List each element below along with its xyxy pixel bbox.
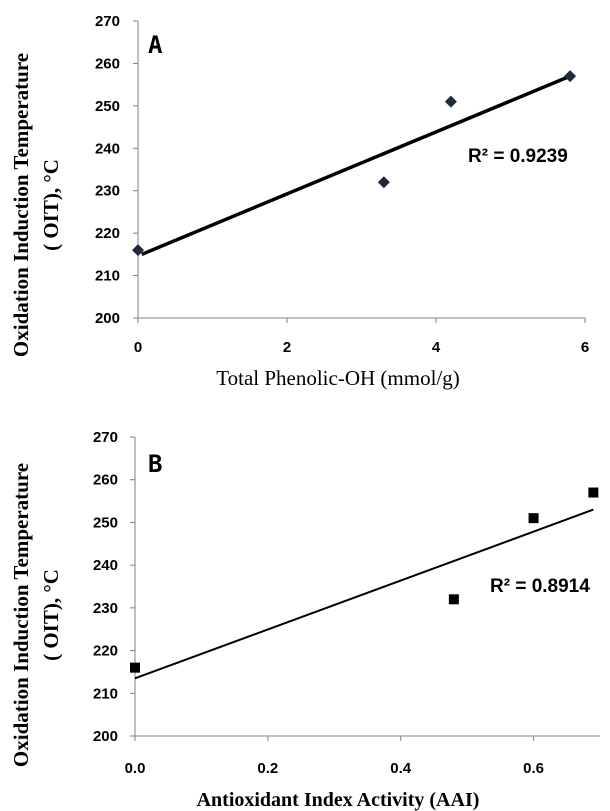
chart-b-x-ticks: 0.0 0.2 0.4 0.6	[125, 736, 544, 777]
chart-a-y-tick-label: 210	[95, 268, 120, 285]
chart-b-y-tick-label: 270	[93, 429, 118, 446]
chart-a-data-point	[132, 244, 144, 257]
chart-b-y-tick-label: 240	[93, 557, 118, 574]
chart-b-xlabel: Antioxidant Index Activity (AAI)	[197, 789, 480, 811]
chart-a-y-tick-label: 200	[95, 310, 120, 327]
chart-b-data-point	[588, 487, 599, 498]
chart-b-x-tick-label: 0.4	[390, 760, 412, 777]
chart-a-panel-label: A	[148, 31, 163, 59]
chart-b-y-tick-label: 230	[93, 600, 118, 617]
chart-b-y-tick-label: 220	[93, 643, 118, 660]
chart-b-y-tick-label: 250	[93, 514, 118, 531]
chart-a-y-tick-label: 250	[95, 98, 120, 115]
chart-b-y-tick-label: 260	[93, 472, 118, 489]
chart-b-y-tick-label: 210	[93, 685, 118, 702]
chart-a-y-tick-label: 230	[95, 183, 120, 200]
chart-b-x-tick-label: 0.2	[257, 760, 278, 777]
chart-a-x-ticks: 0 2 4 6	[134, 318, 589, 356]
chart-a-x-tick-label: 2	[283, 339, 291, 356]
chart-a-x-tick-label: 6	[581, 339, 589, 356]
chart-b: Oxidation Induction Temperature ( OIT), …	[9, 429, 600, 811]
chart-a-y-tick-label: 220	[95, 225, 120, 242]
chart-a-y-ticks: 200 210 220 230 240 250 260 270	[95, 13, 138, 327]
chart-a-x-tick-label: 0	[134, 339, 142, 356]
chart-a-y-tick-label: 270	[95, 13, 120, 30]
chart-b-ylabel-line2: ( OIT), °C	[39, 569, 63, 661]
chart-b-panel-label: B	[148, 450, 162, 478]
chart-a-x-tick-label: 4	[432, 339, 441, 356]
chart-b-y-tick-label: 200	[93, 728, 118, 745]
chart-b-y-ticks: 200 210 220 230 240 250 260 270	[93, 429, 135, 745]
chart-b-x-tick-label: 0.6	[523, 760, 544, 777]
chart-a-data-point	[564, 70, 577, 83]
chart-b-trendline	[134, 508, 594, 680]
chart-a-trendline	[141, 74, 571, 256]
chart-a-data-point	[444, 95, 457, 108]
chart-a-r2-label: R² = 0.9239	[468, 146, 568, 167]
chart-b-data-point	[448, 594, 459, 605]
chart-b-x-tick-label: 0.0	[125, 760, 146, 777]
chart-b-data-point	[528, 513, 539, 524]
chart-b-points	[130, 487, 599, 673]
chart-a-points	[132, 70, 577, 257]
chart-a-y-tick-label: 240	[95, 140, 120, 157]
chart-a-xlabel: Total Phenolic-OH (mmol/g)	[216, 366, 460, 390]
chart-b-ylabel-line1: Oxidation Induction Temperature	[9, 463, 33, 767]
chart-b-data-point	[130, 662, 140, 673]
chart-a-ylabel-line1: Oxidation Induction Temperature	[9, 53, 33, 357]
chart-a: Oxidation Induction Temperature ( OIT), …	[9, 13, 589, 390]
chart-b-r2-label: R² = 0.8914	[490, 576, 590, 597]
chart-a-y-tick-label: 260	[95, 55, 120, 72]
chart-a-data-point	[377, 176, 390, 189]
chart-a-ylabel-line2: ( OIT), °C	[39, 159, 63, 251]
